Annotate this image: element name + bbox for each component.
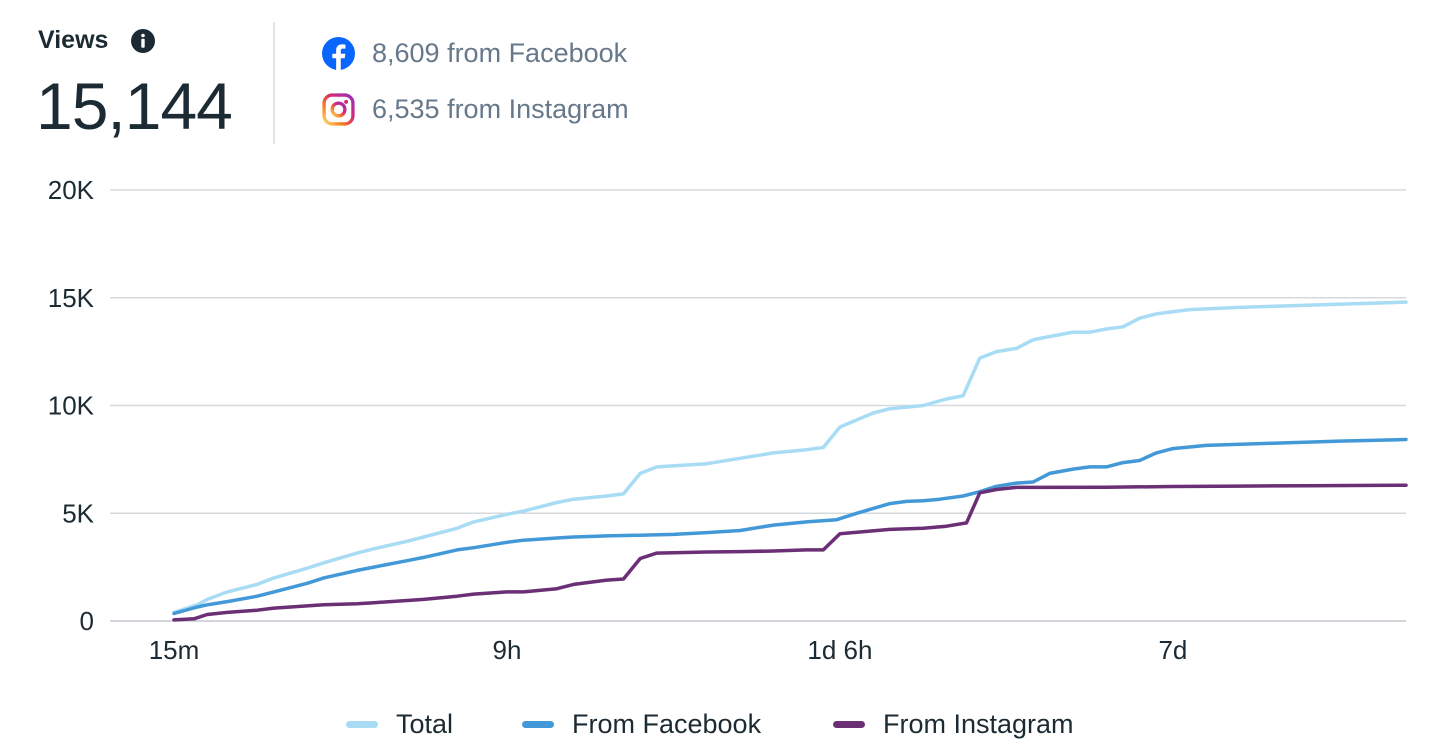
instagram-source-row: 6,535 from Instagram — [322, 92, 629, 126]
legend-label: Total — [396, 708, 454, 739]
facebook-logo-icon — [322, 36, 355, 70]
x-tick-label: 1d 6h — [807, 635, 872, 665]
legend-item-total[interactable]: Total — [346, 706, 453, 742]
y-tick-label: 15K — [48, 283, 95, 313]
legend-swatch — [833, 720, 865, 728]
views-line-chart: 0 5K 10K 15K 20K 15m 9h 1d 6h 7d — [48, 175, 1408, 665]
header-divider — [273, 22, 275, 144]
x-tick-label: 15m — [149, 635, 200, 665]
facebook-source-row: 8,609 from Facebook — [322, 36, 627, 70]
legend-swatch — [346, 720, 378, 728]
y-tick-label: 5K — [62, 498, 94, 528]
views-title: Views — [38, 26, 109, 54]
legend-label: From Instagram — [883, 708, 1074, 739]
series-line-facebook — [172, 437, 1408, 616]
y-tick-label: 20K — [48, 175, 95, 205]
legend-item-facebook[interactable]: From Facebook — [522, 706, 761, 742]
series-line-total — [172, 300, 1408, 615]
views-summary: Views 15,144 8,609 from Facebook — [0, 0, 1452, 160]
chart-legend: Total From Facebook From Instagram — [0, 700, 1452, 750]
x-tick-label: 9h — [493, 635, 522, 665]
series-line-instagram — [172, 483, 1408, 622]
legend-swatch — [522, 720, 554, 728]
instagram-logo-icon — [322, 92, 355, 126]
instagram-views-text: 6,535 from Instagram — [372, 93, 629, 124]
legend-item-instagram[interactable]: From Instagram — [833, 706, 1074, 742]
x-tick-label: 7d — [1158, 635, 1187, 665]
views-total: 15,144 — [36, 69, 233, 143]
y-tick-label: 10K — [48, 391, 95, 421]
legend-label: From Facebook — [572, 708, 762, 739]
info-icon[interactable] — [130, 28, 156, 54]
facebook-views-text: 8,609 from Facebook — [372, 37, 628, 68]
y-tick-label: 0 — [80, 606, 94, 636]
